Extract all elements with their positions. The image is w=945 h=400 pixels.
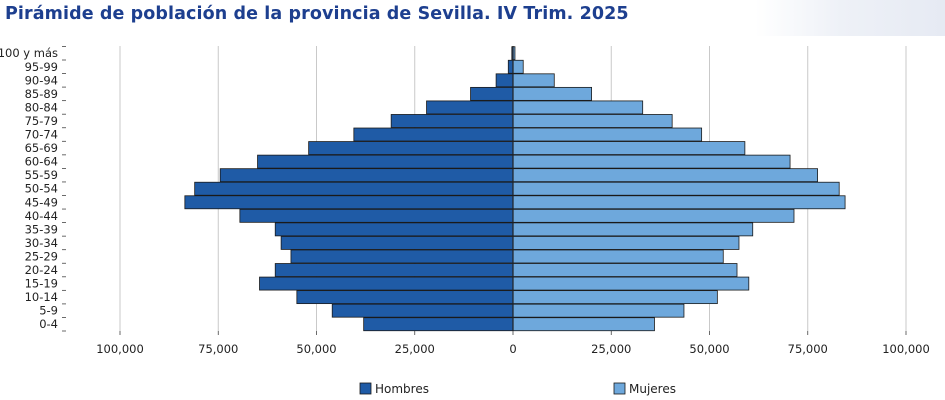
bar-mujeres-85-89 [512,86,592,101]
bar-mujeres-95-99 [512,59,524,74]
x-tick-label: 50,000 [689,342,729,356]
y-tick-label: 25-29 [25,249,58,263]
bar-hombres-10-14 [296,290,514,305]
legend-swatch-mujeres [613,382,626,395]
y-tick-label: 20-24 [25,263,58,277]
bar-hombres-0-4 [363,317,514,332]
bar-hombres-25-29 [290,249,514,264]
y-tick-label: 65-69 [25,141,58,155]
y-tick-label: 85-89 [25,87,58,101]
bar-hombres-40-44 [239,208,514,223]
y-tick-label: 70-74 [25,128,58,142]
y-tick-label: 95-99 [25,60,58,74]
bar-hombres-20-24 [274,263,514,277]
y-tick-label: 100 y más [0,46,58,60]
y-tick-label: 45-49 [25,195,58,209]
x-tick-label: 25,000 [395,342,435,356]
legend-swatch-hombres [359,382,372,395]
bar-hombres-45-49 [184,195,514,210]
bar-mujeres-65-69 [512,141,746,155]
bar-mujeres-35-39 [512,222,754,237]
bar-mujeres-0-4 [512,317,655,332]
y-tick-label: 5-9 [39,304,58,318]
y-tick-label: 75-79 [25,114,58,128]
x-tick-label: 25,000 [591,342,631,356]
bar-mujeres-90-94 [512,73,555,88]
chart-title: Pirámide de población de la provincia de… [5,4,629,24]
bar-mujeres-20-24 [512,263,738,277]
y-tick-label: 10-14 [25,290,58,304]
y-tick-label: 90-94 [25,73,58,87]
bar-hombres-85-89 [470,86,514,101]
y-tick-label: 80-84 [25,100,58,114]
bar-hombres-50-54 [194,181,514,196]
bar-hombres-75-79 [390,114,514,128]
x-tick-label: 75,000 [198,342,238,356]
legend-label-mujeres: Mujeres [629,382,676,396]
bar-mujeres-80-84 [512,100,644,115]
bar-mujeres-25-29 [512,249,724,264]
y-tick-label: 15-19 [25,277,58,291]
y-tick-label: 30-34 [25,236,58,250]
title-banner: Pirámide de población de la provincia de… [0,0,945,36]
y-tick-label: 40-44 [25,209,58,223]
bar-hombres-90-94 [495,73,514,88]
bar-mujeres-70-74 [512,127,703,142]
bar-mujeres-55-59 [512,168,818,183]
bar-hombres-55-59 [219,168,514,183]
bar-mujeres-75-79 [512,114,673,128]
x-tick-label: 75,000 [788,342,828,356]
bar-hombres-65-69 [308,141,514,155]
bar-hombres-5-9 [331,303,514,318]
banner-shade [755,0,945,36]
bar-hombres-15-19 [259,276,514,291]
y-tick-label: 60-64 [25,155,58,169]
bar-hombres-70-74 [353,127,514,142]
bar-mujeres-15-19 [512,276,750,291]
bar-hombres-80-84 [426,100,514,115]
bar-mujeres-10-14 [512,290,718,305]
bar-mujeres-60-64 [512,154,791,169]
bar-mujeres-40-44 [512,208,795,223]
bar-mujeres-45-49 [512,195,846,210]
x-tick-label: 100,000 [882,342,930,356]
legend-label-hombres: Hombres [375,382,429,396]
bar-mujeres-30-34 [512,236,740,250]
bar-mujeres-5-9 [512,303,685,318]
bar-hombres-95-99 [507,59,514,74]
bar-hombres-35-39 [274,222,514,237]
x-tick-label: 0 [509,342,516,356]
bar-hombres-60-64 [257,154,514,169]
x-tick-label: 100,000 [96,342,144,356]
bar-mujeres-50-54 [512,181,840,196]
y-tick-label: 55-59 [25,168,58,182]
y-tick-label: 0-4 [39,317,58,331]
y-tick-label: 35-39 [25,222,58,236]
bar-hombres-30-34 [280,236,514,250]
y-tick-label: 50-54 [25,182,58,196]
x-tick-label: 50,000 [296,342,336,356]
